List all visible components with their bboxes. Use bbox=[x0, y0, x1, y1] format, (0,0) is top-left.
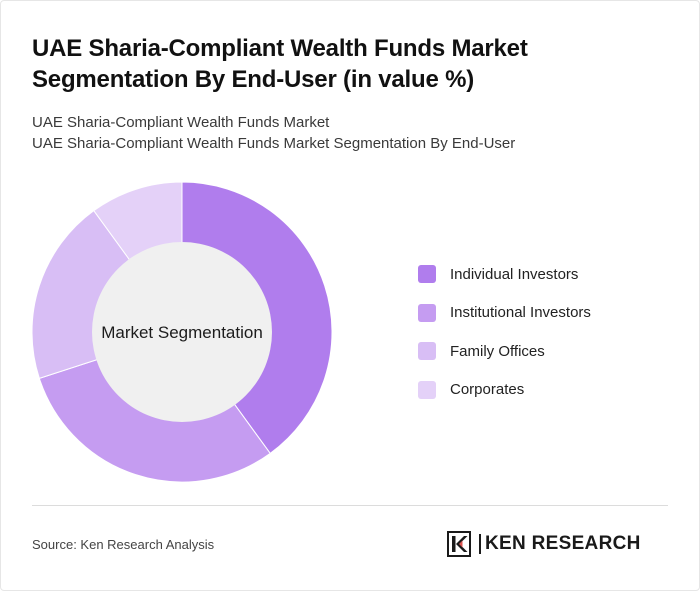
ken-research-logo: KEN RESEARCH bbox=[447, 530, 641, 558]
ken-research-k-logo-icon bbox=[447, 531, 471, 557]
legend-swatch-institutional-investors bbox=[418, 303, 436, 322]
legend-swatch-individual-investors bbox=[418, 265, 436, 283]
donut-center bbox=[92, 242, 272, 422]
legend-swatch-family-offices bbox=[418, 342, 436, 360]
logo-text-ken: KEN bbox=[485, 533, 527, 554]
chart-title: UAE Sharia-Compliant Wealth Funds Market… bbox=[32, 35, 528, 93]
legend-label-institutional-investors: Institutional Investors bbox=[450, 304, 591, 321]
legend-label-corporates: Corporates bbox=[450, 381, 525, 398]
donut-center-label: Market Segmentation bbox=[101, 323, 263, 342]
donut-chart: Market Segmentation bbox=[31, 181, 333, 483]
logo-wordmark: KEN RESEARCH bbox=[475, 533, 641, 555]
legend-label-individual-investors: Individual Investors bbox=[450, 265, 579, 283]
legend-item-family-offices[interactable]: Family Offices bbox=[418, 341, 591, 361]
legend-swatch-corporates bbox=[418, 380, 436, 399]
chart-subtitle-market: UAE Sharia-Compliant Wealth Funds Market bbox=[32, 114, 330, 131]
source-note: Source: Ken Research Analysis bbox=[32, 537, 215, 552]
chart-subtitle-segmentation: UAE Sharia-Compliant Wealth Funds Market… bbox=[32, 135, 516, 152]
logo-text-research: RESEARCH bbox=[531, 533, 641, 554]
legend-item-corporates[interactable]: Corporates bbox=[418, 380, 591, 400]
logo-separator bbox=[479, 533, 481, 554]
legend-item-individual-investors[interactable]: Individual Investors bbox=[418, 264, 591, 284]
chart-legend: Individual Investors Institutional Invest… bbox=[418, 264, 591, 418]
legend-label-family-offices: Family Offices bbox=[450, 342, 545, 360]
footer-divider bbox=[32, 505, 668, 506]
legend-item-institutional-investors[interactable]: Institutional Investors bbox=[418, 303, 591, 323]
